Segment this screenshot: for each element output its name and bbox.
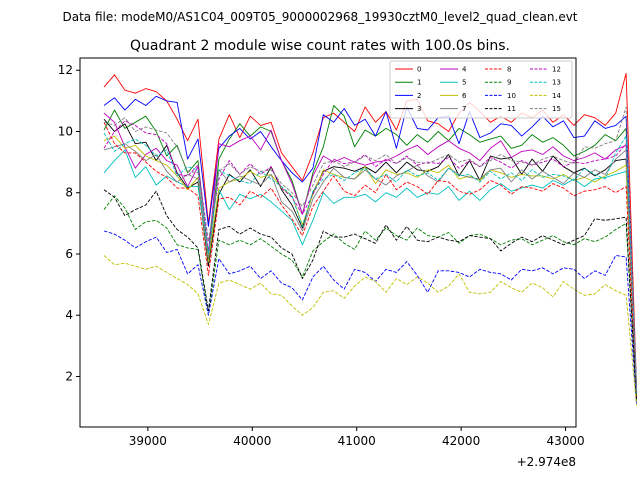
- legend-label-12: 12: [552, 66, 561, 74]
- x-tick-label: 41000: [338, 434, 376, 448]
- x-offset-label: +2.974e8: [517, 455, 576, 469]
- legend-label-15: 15: [552, 105, 561, 113]
- chart-suptitle: Data file: modeM0/AS1C04_009T05_90000029…: [62, 10, 577, 24]
- y-tick-label: 10: [58, 124, 73, 138]
- legend-label-3: 3: [417, 105, 421, 113]
- legend-label-6: 6: [462, 92, 467, 100]
- legend-label-13: 13: [552, 79, 561, 87]
- series-line-9: [103, 195, 638, 402]
- x-tick-label: 39000: [129, 434, 167, 448]
- y-tick-label: 8: [65, 186, 73, 200]
- x-tick-label: 42000: [442, 434, 480, 448]
- y-tick-label: 4: [65, 308, 73, 322]
- series-line-7: [103, 143, 638, 392]
- legend-label-14: 14: [552, 92, 561, 100]
- series-line-12: [103, 120, 638, 392]
- series-line-8: [103, 122, 638, 398]
- series-line-0: [103, 72, 638, 389]
- series-line-1: [103, 105, 638, 391]
- x-tick-label: 40000: [233, 434, 271, 448]
- series-line-11: [103, 189, 638, 402]
- x-tick-label: 43000: [546, 434, 584, 448]
- series-line-15: [103, 106, 638, 392]
- series-line-2: [103, 95, 638, 392]
- series-line-4: [103, 112, 638, 392]
- legend-label-8: 8: [507, 66, 511, 74]
- legend-label-11: 11: [507, 105, 516, 113]
- legend-label-7: 7: [462, 105, 466, 113]
- series-line-13: [103, 132, 638, 394]
- series-group: [103, 72, 638, 406]
- plot-frame: [79, 57, 577, 428]
- legend-label-2: 2: [417, 92, 421, 100]
- chart-title: Quadrant 2 module wise count rates with …: [130, 38, 510, 54]
- legend-label-0: 0: [417, 66, 421, 74]
- legend-label-4: 4: [462, 66, 467, 74]
- series-line-10: [103, 230, 638, 405]
- series-line-14: [103, 255, 638, 406]
- legend-label-5: 5: [462, 79, 466, 87]
- y-tick-label: 6: [65, 247, 73, 261]
- y-tick-label: 2: [65, 369, 73, 383]
- series-line-5: [103, 149, 638, 395]
- y-tick-label: 12: [58, 63, 73, 77]
- legend-label-10: 10: [507, 92, 516, 100]
- legend-label-9: 9: [507, 79, 511, 87]
- legend-label-1: 1: [417, 79, 421, 87]
- legend-box: [389, 60, 573, 119]
- series-line-3: [103, 118, 638, 394]
- series-line-6: [103, 135, 638, 395]
